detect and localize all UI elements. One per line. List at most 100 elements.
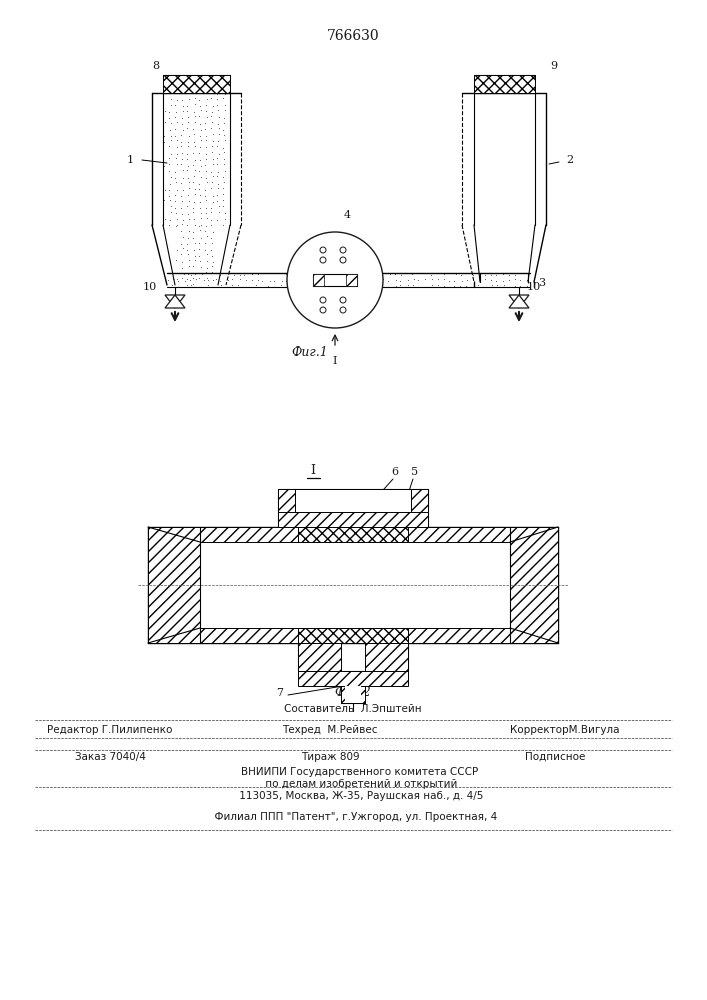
Text: Техред  М.Рейвес: Техред М.Рейвес xyxy=(282,725,378,735)
Point xyxy=(395,273,406,289)
Point xyxy=(206,138,217,154)
Text: Заказ 7040/4: Заказ 7040/4 xyxy=(74,752,146,762)
Text: по делам изобретений и открытий: по делам изобретений и открытий xyxy=(249,779,457,789)
Point xyxy=(218,192,229,208)
Point xyxy=(219,97,230,113)
Point xyxy=(176,236,187,252)
Point xyxy=(378,271,389,287)
Point xyxy=(165,198,177,214)
Point xyxy=(186,267,197,283)
Point xyxy=(473,267,484,283)
Point xyxy=(208,151,219,167)
Point xyxy=(206,258,217,274)
Point xyxy=(377,277,388,293)
Point xyxy=(187,258,198,274)
Point xyxy=(193,163,204,179)
Point xyxy=(189,217,201,233)
Point xyxy=(220,102,231,118)
Point xyxy=(183,114,194,130)
Point xyxy=(164,104,175,120)
Point xyxy=(189,90,201,106)
Point xyxy=(211,150,223,166)
Point xyxy=(201,228,213,244)
Point xyxy=(193,270,204,286)
Point xyxy=(438,278,450,294)
Point xyxy=(189,194,200,210)
Point xyxy=(177,254,188,270)
Point xyxy=(504,267,515,283)
Point xyxy=(189,134,200,150)
Point xyxy=(165,97,176,113)
Point xyxy=(485,267,496,283)
Point xyxy=(171,217,182,233)
Point xyxy=(164,110,175,126)
Point xyxy=(276,273,288,289)
Point xyxy=(214,126,225,142)
Point xyxy=(177,193,188,209)
Point xyxy=(189,186,201,202)
Point xyxy=(211,86,222,102)
Point xyxy=(462,272,473,288)
Point xyxy=(170,170,181,186)
Point xyxy=(409,271,420,287)
Polygon shape xyxy=(509,295,529,308)
Point xyxy=(177,145,188,161)
Point xyxy=(199,235,211,251)
Point xyxy=(163,156,175,172)
Point xyxy=(200,132,211,148)
Point xyxy=(176,151,187,167)
Point xyxy=(412,272,423,288)
Point xyxy=(182,266,194,282)
Point xyxy=(195,169,206,185)
Point xyxy=(486,272,497,288)
Point xyxy=(212,102,223,118)
Point xyxy=(239,267,250,283)
Point xyxy=(184,174,195,190)
Point xyxy=(169,200,180,216)
Point xyxy=(213,164,224,180)
Point xyxy=(323,267,334,283)
Point xyxy=(360,273,371,289)
Point xyxy=(206,235,218,251)
Point xyxy=(171,132,182,148)
Point xyxy=(460,278,472,294)
Point xyxy=(299,267,310,283)
Point xyxy=(329,267,341,283)
Point xyxy=(165,204,177,220)
Point xyxy=(201,205,212,221)
Point xyxy=(480,267,491,283)
Point xyxy=(425,267,436,283)
Point xyxy=(220,163,231,179)
Point xyxy=(371,277,382,293)
Point xyxy=(189,181,201,197)
Point xyxy=(201,270,213,286)
Point xyxy=(183,109,194,125)
Point xyxy=(211,271,222,287)
Point xyxy=(175,127,186,143)
Bar xyxy=(341,686,365,703)
Point xyxy=(218,144,230,160)
Point xyxy=(454,278,465,294)
Point xyxy=(212,116,223,132)
Point xyxy=(287,267,298,283)
Text: КорректорМ.Вигула: КорректорМ.Вигула xyxy=(510,725,620,735)
Bar xyxy=(346,274,357,286)
Point xyxy=(189,235,201,251)
Point xyxy=(211,212,223,228)
Bar xyxy=(200,527,510,542)
Point xyxy=(193,108,204,124)
Point xyxy=(194,116,206,132)
Point xyxy=(190,271,201,287)
Point xyxy=(169,97,180,113)
Point xyxy=(158,158,170,174)
Point xyxy=(187,204,199,220)
Point xyxy=(165,115,177,131)
Point xyxy=(281,273,292,289)
Point xyxy=(188,104,199,120)
Point xyxy=(218,110,230,126)
Point xyxy=(187,270,199,286)
Point xyxy=(206,248,218,264)
Point xyxy=(195,122,206,138)
Point xyxy=(170,121,181,137)
Point xyxy=(226,271,238,287)
